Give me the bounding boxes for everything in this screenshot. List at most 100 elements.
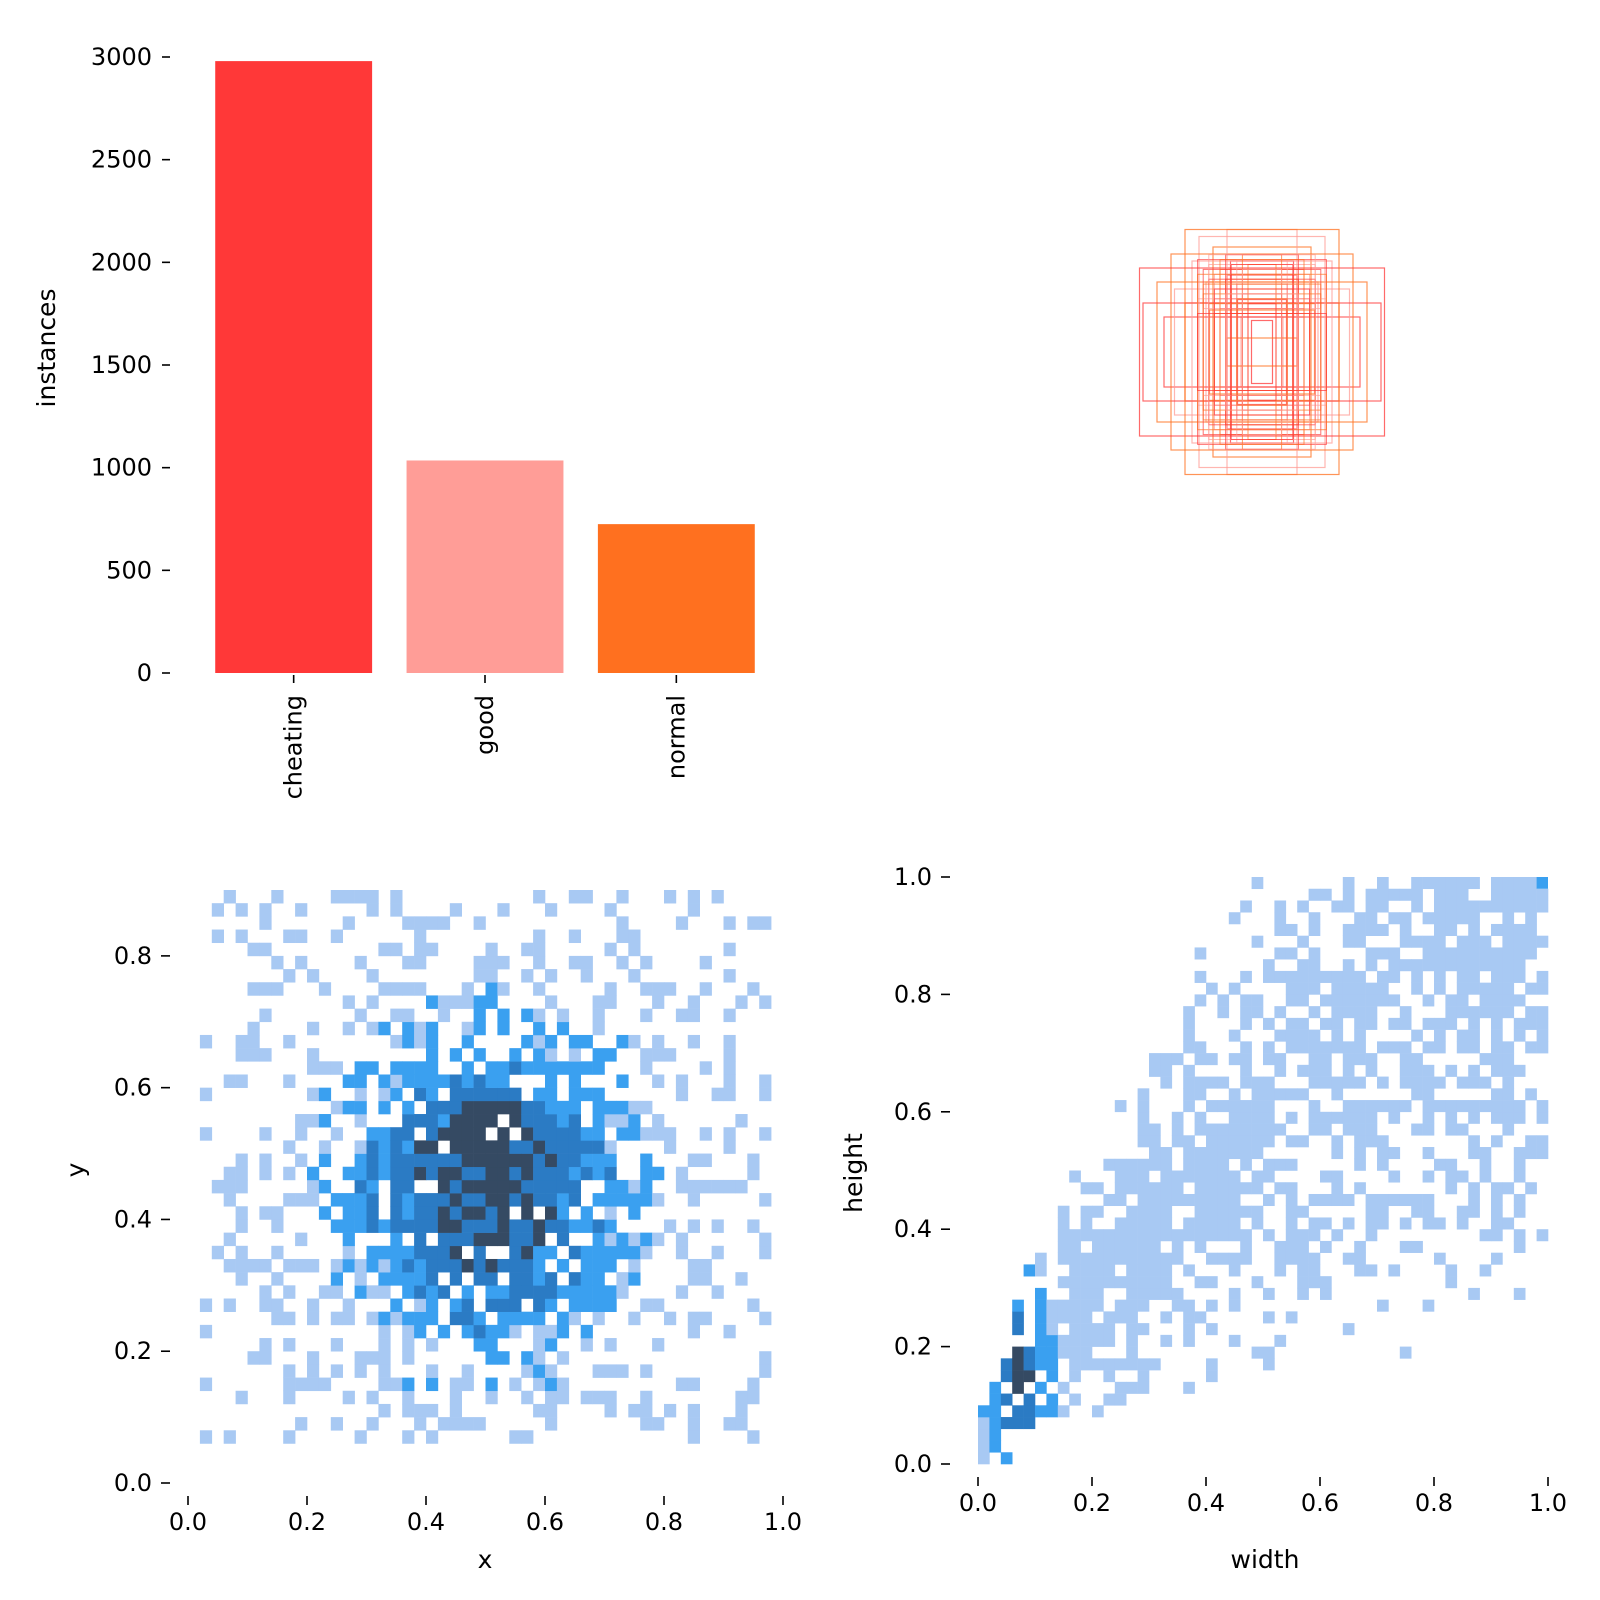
xy-cell [402,1100,415,1115]
wh-cell [1513,1229,1526,1242]
wh-cell [1297,935,1309,948]
wh-cell [1023,1370,1036,1383]
wh-cell [1206,1358,1218,1371]
xy-cell [461,1258,474,1273]
wh-cell [1114,1381,1127,1394]
label-box-dense-36 [1213,288,1311,416]
xy-cell [545,1403,558,1418]
xy-cell [521,1114,534,1128]
xy-cell [271,890,284,904]
wh-cell [1297,970,1309,983]
wh-cell [1331,900,1344,913]
xy-cell [711,1179,724,1194]
wh-cell [1206,1193,1218,1207]
wh-cell [1468,947,1480,960]
xy-cell [330,1258,343,1273]
xy-cell [497,1074,510,1088]
xy-cell [330,1127,343,1141]
wh-cell [1160,1311,1173,1324]
xy-cell [533,1324,546,1339]
wh-cell [1263,1135,1275,1148]
xy-cell [402,1430,415,1444]
wh-cell [1217,1123,1230,1136]
wh-cell [1354,1076,1366,1089]
wh-cell [1513,959,1526,972]
wh-cell [1434,935,1446,948]
xy-cell [592,1061,605,1075]
wh-cell [1377,1217,1389,1230]
wh-cell [1080,1205,1093,1218]
wh-cell [1491,959,1503,972]
wh-cell [1171,1299,1184,1312]
xy-cell [568,1311,581,1326]
wh-cell [1297,994,1309,1007]
label-box-1 [1240,316,1284,388]
wh-cell [1331,1135,1344,1148]
wh-cell [1445,1100,1458,1113]
label-box-dense-38 [1202,283,1322,421]
xy-cell [295,1377,308,1392]
wh-cell [1434,947,1446,960]
xy-cell [497,1087,510,1102]
wh-cell [1342,994,1355,1007]
xy-cell [378,1127,391,1141]
wh-cell [1377,1147,1389,1160]
xy-cell [759,1087,772,1102]
wh-cell [989,1417,1002,1430]
xy-cell [461,1417,474,1431]
wh-cell [1012,1405,1024,1418]
wh-cell [1149,1182,1161,1195]
xy-cell [437,1245,451,1260]
xy-cell [687,1008,700,1023]
xy-cell [485,1258,498,1273]
xy-cell [426,1193,439,1207]
xy-y-axis: 0.00.20.40.60.8 [114,942,170,1497]
xy-cell [247,982,260,996]
xy-cell [342,916,355,930]
xy-y-tick-label-2: 0.4 [114,1205,152,1233]
wh-cell [1308,947,1321,960]
wh-cell [1285,1111,1298,1124]
xy-cell [628,1258,641,1273]
wh-cell [1137,1323,1150,1336]
xy-cell [533,1140,546,1154]
xy-cell [723,916,736,930]
wh-cell [1525,1017,1537,1030]
wh-cell [1365,994,1378,1007]
xy-cell [545,1061,558,1075]
wh-cell [1354,923,1366,936]
wh-cell [1263,1053,1275,1066]
xy-cell [390,1034,403,1049]
wh-cell [1069,1252,1081,1265]
wh-cell [1080,1346,1093,1359]
wh-cell [1502,1123,1515,1136]
xy-cell [628,929,641,944]
wh-cell [1445,1170,1458,1183]
xy-cell [283,1193,296,1207]
xy-cell [414,1298,427,1312]
xy-cell [461,1166,474,1181]
xy-cell [354,1258,367,1273]
xy-cell [378,1074,391,1088]
xy-cell [437,1100,451,1115]
wh-cell [1502,982,1515,995]
wh-cell [1263,970,1275,983]
label-box-8 [1184,302,1340,402]
label-box-dense-12 [1236,283,1288,421]
xy-cell [533,1351,546,1365]
label-box-dense-22 [1236,259,1288,445]
wh-cell [1491,1029,1503,1042]
wh-cell [1126,1381,1138,1394]
wh-cell [1057,1252,1070,1265]
wh-cell [1525,1006,1537,1019]
wh-cell [1035,1264,1047,1277]
xy-cell [307,1311,320,1326]
xy-cell [699,1127,712,1141]
xy-cell [259,1153,272,1168]
xy-cell [759,1245,772,1260]
xy-cell [295,955,308,970]
xy-cell [723,969,736,983]
xy-cell [426,1100,439,1115]
xy-cell [366,969,379,983]
